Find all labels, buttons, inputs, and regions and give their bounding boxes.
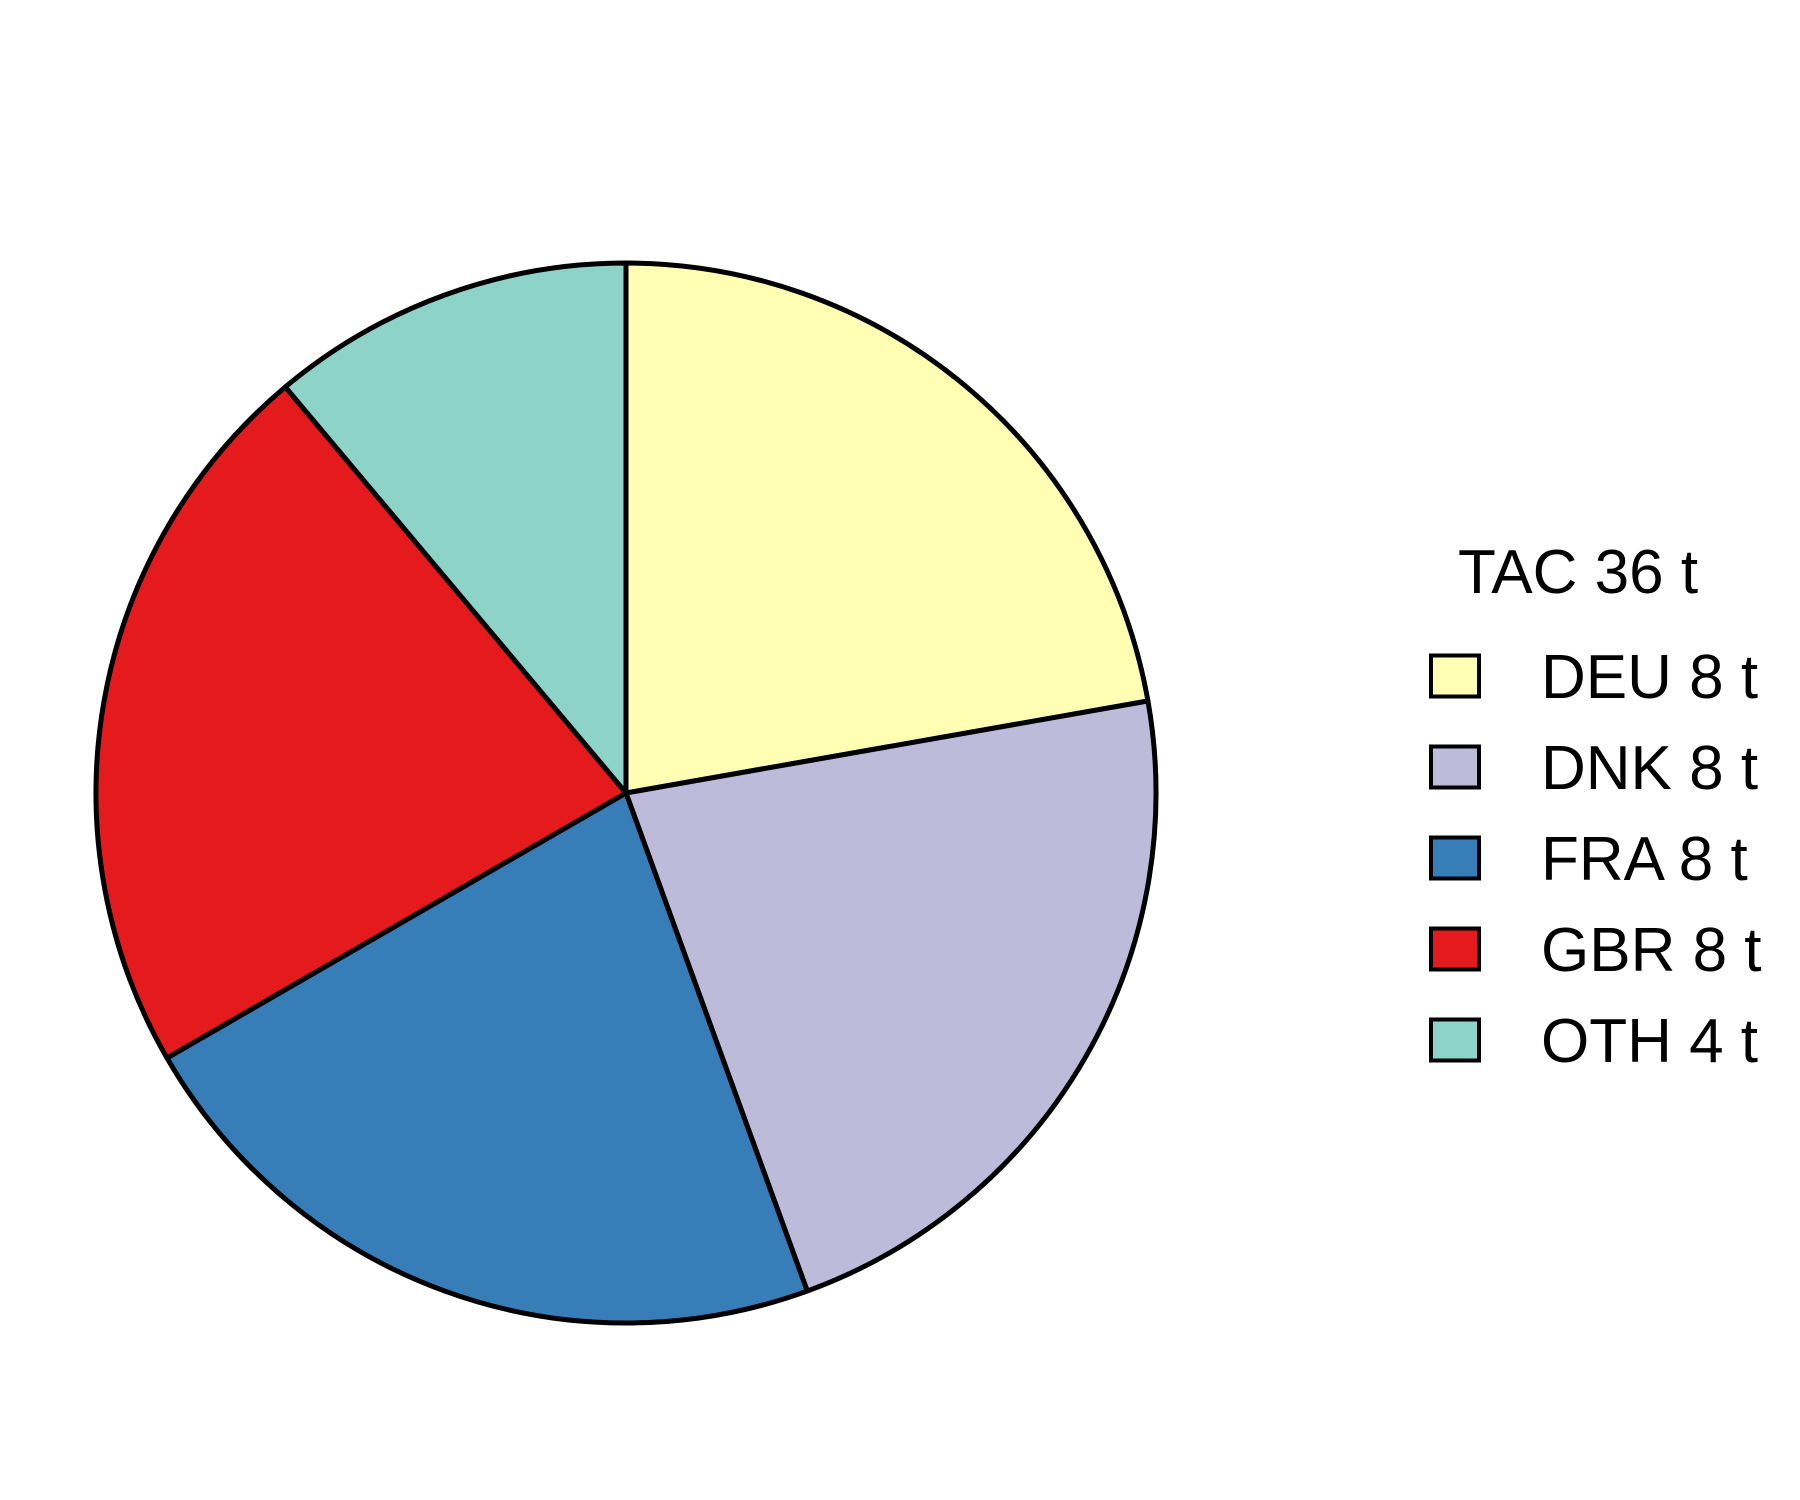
pie-slice-fra <box>164 790 810 1326</box>
legend: TAC 36 t DEU 8 t DNK 8 t FRA 8 t GBR 8 t OTH… <box>1429 538 1762 1076</box>
legend-label-gbr: GBR 8 t <box>1541 916 1762 985</box>
legend-label-fra: FRA 8 t <box>1541 825 1748 894</box>
legend-swatch-deu <box>1429 653 1481 699</box>
pie-slice-dnk <box>623 698 1159 1294</box>
legend-label-dnk: DNK 8 t <box>1541 734 1758 803</box>
legend-swatch-dnk <box>1429 744 1481 790</box>
legend-swatch-gbr <box>1429 926 1481 972</box>
pie-slice-oth <box>282 260 629 796</box>
pie-slices <box>93 260 1159 1326</box>
pie-slice-gbr <box>93 384 629 1061</box>
legend-swatch-oth <box>1429 1017 1481 1063</box>
legend-title: TAC 36 t <box>1458 538 1698 607</box>
legend-label-oth: OTH 4 t <box>1541 1007 1758 1076</box>
legend-label-deu: DEU 8 t <box>1541 643 1758 712</box>
legend-swatch-fra <box>1429 835 1481 881</box>
pie-slice-deu <box>623 260 1151 796</box>
legend-items: DEU 8 t DNK 8 t FRA 8 t GBR 8 t OTH 4 t <box>1429 643 1762 1076</box>
